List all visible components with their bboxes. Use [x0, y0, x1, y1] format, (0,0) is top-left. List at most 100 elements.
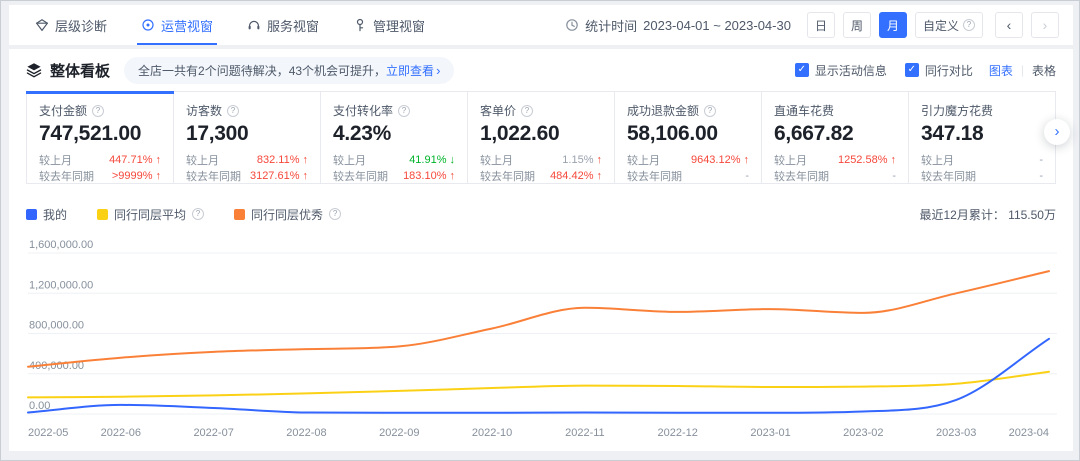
help-icon[interactable] [329, 208, 342, 220]
metric-compare-row: 较上月 447.71% ↑ [39, 152, 161, 168]
tab-label: 服务视窗 [267, 18, 320, 34]
period-button-label: 自定义 [922, 18, 959, 33]
compare-label: 较上月 [480, 155, 513, 167]
help-icon[interactable] [192, 208, 205, 220]
compare-value: 447.71% [109, 154, 153, 166]
period-button-周[interactable]: 周 [842, 12, 871, 38]
help-icon[interactable] [521, 104, 534, 117]
topbar: 层级诊断 运营视窗 服务视窗 管理视窗 统计时间 2023-04-01 ~ 2023-… [9, 5, 1073, 45]
compare-value-group: 3127.61% ↑ [250, 170, 308, 182]
metric-card-rows: 较上月 447.71% ↑ 较去年同期 >9999% ↑ [39, 152, 161, 184]
trend-chart: 0.00 400,000.00 800,000.00 1,200,000.00 1,60… [21, 233, 1069, 447]
cards-next-button[interactable]: › [1044, 119, 1070, 145]
x-axis-tick-label: 2022-08 [286, 427, 326, 439]
period-button-月[interactable]: 月 [878, 12, 907, 38]
compare-label: 较上月 [186, 155, 219, 167]
help-icon[interactable] [704, 104, 717, 117]
checkbox-checked-icon[interactable] [794, 63, 809, 77]
compare-value: - [892, 170, 896, 182]
arrow-up-icon: ↑ [449, 170, 456, 182]
stat-time-label: 统计时间 [585, 18, 638, 34]
period-button-自定义[interactable]: 自定义 [914, 12, 983, 38]
compare-value: - [1039, 170, 1043, 182]
overall-board-panel: 整体看板 全店一共有2个问题待解决，43个机会可提升， 立即查看 › 显示活动信… [9, 49, 1073, 451]
metric-card-title: 成功退款金额 [627, 102, 749, 119]
tab-management-view[interactable]: 管理视窗 [353, 5, 425, 45]
peer-compare-checkbox[interactable]: 同行对比 [904, 62, 973, 79]
legend-item-peer-average[interactable]: 同行同层平均 [97, 206, 205, 223]
compare-value: - [1039, 154, 1043, 166]
link-arrow-icon: › [436, 62, 441, 78]
metric-card-value: 747,521.00 [39, 122, 142, 145]
tab-label: 运营视窗 [161, 18, 214, 34]
board-header: 整体看板 全店一共有2个问题待解决，43个机会可提升， 立即查看 › 显示活动信… [9, 49, 1073, 91]
metric-card-1[interactable]: 支付金额 747,521.00 较上月 447.71%↑ 较去年同期 >9999%↑ [26, 91, 174, 184]
legend-item-peer-excellent[interactable]: 同行同层优秀 [234, 206, 342, 223]
arrow-up-icon: ↑ [596, 170, 603, 182]
view-mode-switch: 图表 | 表格 [989, 62, 1056, 79]
metric-card-value: 6,667.82 [774, 122, 854, 145]
compare-value: 832.11% [256, 154, 300, 166]
metric-card-title: 直通车花费 [774, 102, 896, 119]
compare-value-group: - [892, 170, 896, 182]
compare-value: >9999% [111, 170, 153, 182]
legend-item-mine[interactable]: 我的 [26, 206, 67, 223]
compare-value: 183.10% [403, 170, 447, 182]
metric-card-rows: 较上月 - 较去年同期 - [921, 152, 1043, 184]
metric-card-value: 1,022.60 [480, 122, 560, 145]
prev-period-button[interactable]: ‹ [995, 12, 1023, 38]
compare-value-group: >9999% ↑ [112, 170, 161, 182]
line-mine [27, 337, 1050, 414]
next-period-button[interactable]: › [1031, 12, 1059, 38]
tab-operation-view[interactable]: 运营视窗 [137, 5, 218, 45]
tab-level-diagnosis[interactable]: 层级诊断 [35, 5, 107, 45]
compare-label: 较上月 [627, 155, 660, 167]
x-axis-tick-label: 2023-03 [936, 427, 976, 439]
metric-compare-row: 较上月 41.91% ↓ [333, 152, 455, 168]
legend-label: 同行同层优秀 [251, 207, 324, 222]
compare-value: 3127.61% [249, 170, 300, 182]
line-peer-excellent [27, 270, 1050, 368]
metric-card-6[interactable]: 直通车花费 6,667.82 较上月 1252.58% ↑ 较去年同期 - [762, 92, 909, 183]
arrow-up-icon: ↑ [743, 154, 750, 166]
metric-card-title: 引力魔方花费 [921, 102, 1043, 119]
compare-value-group: 447.71% ↑ [109, 154, 161, 166]
cumulative-label: 最近12月累计： [919, 207, 1005, 222]
metric-compare-row: 较去年同期 - [627, 168, 749, 184]
metric-card-rows: 较上月 832.11% ↑ 较去年同期 3127.61% ↑ [186, 152, 308, 184]
view-mode-table[interactable]: 表格 [1031, 63, 1056, 78]
checkbox-checked-icon[interactable] [904, 63, 919, 77]
help-icon[interactable] [398, 104, 411, 117]
key-icon [356, 18, 364, 32]
arrow-up-icon: ↑ [596, 154, 603, 166]
compare-value-group: - [745, 170, 749, 182]
metric-compare-row: 较去年同期 183.10% ↑ [333, 168, 455, 184]
stat-time-value: 2023-04-01 ~ 2023-04-30 [643, 17, 791, 33]
view-now-link[interactable]: 立即查看 [386, 63, 435, 78]
metric-card-4[interactable]: 客单价 1,022.60 较上月 1.15%↑ 较去年同期 484.42%↑ [468, 92, 615, 183]
view-mode-chart[interactable]: 图表 [988, 63, 1013, 78]
show-activity-checkbox[interactable]: 显示活动信息 [794, 62, 887, 79]
help-icon[interactable] [963, 19, 975, 31]
metric-card-7[interactable]: 引力魔方花费 347.18 较上月 - 较去年同期 - [909, 92, 1055, 183]
metric-card-5[interactable]: 成功退款金额 58,106.00 较上月 9643.12%↑ 较去年同期 - [615, 92, 762, 183]
cumulative-total: 最近12月累计： 115.50万 [919, 206, 1056, 223]
arrow-up-icon: ↑ [890, 154, 897, 166]
arrow-down-icon: ↓ [449, 154, 456, 166]
tab-service-view[interactable]: 服务视窗 [247, 5, 319, 45]
metric-card-2[interactable]: 访客数 17,300 较上月 832.11%↑ 较去年同期 3127.61%↑ [174, 92, 321, 183]
divider: | [1020, 63, 1024, 77]
x-axis-tick-label: 2022-07 [193, 427, 233, 439]
compare-label: 较去年同期 [774, 171, 829, 183]
metric-title-text: 成功退款金额 [627, 104, 700, 118]
help-icon[interactable] [227, 104, 240, 117]
legend-swatch [234, 208, 246, 220]
period-button-日[interactable]: 日 [806, 12, 835, 38]
metric-card-3[interactable]: 支付转化率 4.23% 较上月 41.91%↓ 较去年同期 183.10%↑ [321, 92, 468, 183]
line-peer-average [27, 370, 1050, 399]
compare-label: 较去年同期 [921, 171, 976, 183]
help-icon[interactable] [92, 104, 105, 117]
compare-label: 较去年同期 [333, 171, 388, 183]
chart-legend: 我的 同行同层平均 同行同层优秀 [26, 206, 342, 223]
legend-swatch [26, 208, 37, 220]
